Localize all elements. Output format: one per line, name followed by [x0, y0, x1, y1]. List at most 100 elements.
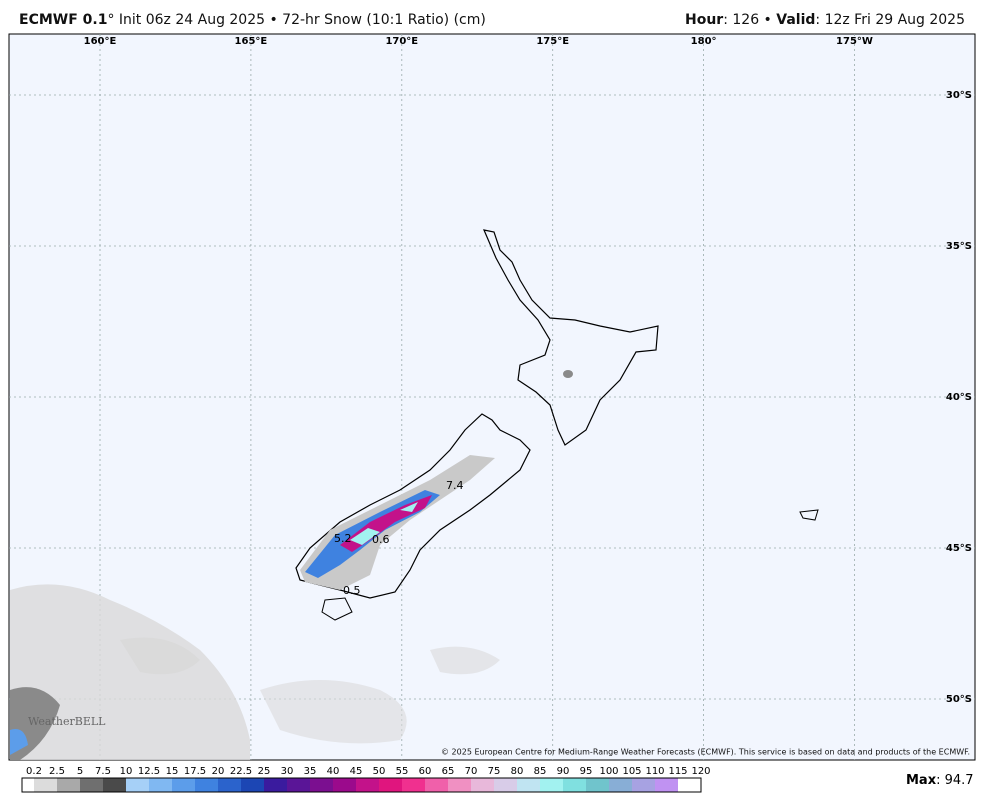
colorbar-swatch — [379, 778, 402, 792]
hour-label: Hour — [685, 12, 724, 28]
south-island — [295, 413, 531, 599]
longitude-label: 160°E — [84, 36, 117, 47]
colorbar-swatch — [195, 778, 218, 792]
colorbar-label: 35 — [304, 766, 317, 777]
longitude-label: 170°E — [385, 36, 418, 47]
colorbar-frame — [21, 777, 702, 793]
colorbar-label: 120 — [691, 766, 710, 777]
colorbar-label: 95 — [580, 766, 593, 777]
colorbar-swatch — [471, 778, 494, 792]
colorbar-label: 5 — [77, 766, 83, 777]
contour-label: 0.6 — [372, 533, 390, 546]
colorbar: 0.2 2.5 5 7.5 10 12.5 15 17.5 20 22.5 25 30 35 40 45 50… — [21, 766, 711, 793]
colorbar-swatch — [609, 778, 632, 792]
colorbar-swatch — [264, 778, 287, 792]
colorbar-swatch — [172, 778, 195, 792]
colorbar-label: 12.5 — [138, 766, 160, 777]
colorbar-label: 0.2 — [26, 766, 42, 777]
contour-label: 0.5 — [343, 584, 361, 597]
colorbar-swatch — [218, 778, 241, 792]
colorbar-swatch — [540, 778, 563, 792]
colorbar-label: 80 — [511, 766, 524, 777]
colorbar-label: 85 — [534, 766, 547, 777]
colorbar-label: 25 — [258, 766, 271, 777]
max-label: Max — [906, 773, 937, 788]
colorbar-swatch — [632, 778, 655, 792]
colorbar-swatch — [333, 778, 356, 792]
longitude-label: 175°E — [536, 36, 569, 47]
latitude-label: 35°S — [946, 241, 972, 252]
colorbar-label: 70 — [465, 766, 478, 777]
colorbar-label: 2.5 — [49, 766, 65, 777]
max-value: : 94.7 — [936, 773, 973, 788]
colorbar-label: 75 — [488, 766, 501, 777]
colorbar-label: 115 — [668, 766, 687, 777]
colorbar-label: 65 — [442, 766, 455, 777]
colorbar-swatch — [149, 778, 172, 792]
latitude-label: 50°S — [946, 694, 972, 705]
colorbar-swatch — [126, 778, 149, 792]
max: Max: 94.7 — [906, 773, 974, 788]
colorbar-swatch — [57, 778, 80, 792]
colorbar-swatch — [517, 778, 540, 792]
colorbar-swatch — [563, 778, 586, 792]
colorbar-swatch — [402, 778, 425, 792]
colorbar-swatch — [494, 778, 517, 792]
colorbar-label: 100 — [599, 766, 618, 777]
colorbar-label: 110 — [645, 766, 664, 777]
description: ° Init 06z 24 Aug 2025 • 72-hr Snow (10:… — [107, 12, 486, 28]
colorbar-label: 40 — [327, 766, 340, 777]
latitude-label: 40°S — [946, 392, 972, 403]
contour-label: 7.4 — [446, 479, 464, 492]
snow-cyan — [350, 502, 418, 545]
colorbar-label: 15 — [166, 766, 179, 777]
colorbar-label: 90 — [557, 766, 570, 777]
colorbar-swatch — [287, 778, 310, 792]
colorbar-label: 50 — [373, 766, 386, 777]
longitude-label: 165°E — [235, 36, 268, 47]
colorbar-swatch — [356, 778, 379, 792]
colorbar-label: 55 — [396, 766, 409, 777]
colorbar-label: 10 — [120, 766, 133, 777]
latitude-label: 30°S — [946, 90, 972, 101]
hour-value: : 126 • — [723, 12, 777, 28]
colorbar-label: 105 — [622, 766, 641, 777]
latitude-label: 45°S — [946, 543, 972, 554]
colorbar-label: 60 — [419, 766, 432, 777]
colorbar-label: 45 — [350, 766, 363, 777]
snow-ruapehu — [563, 370, 573, 378]
colorbar-label: 20 — [212, 766, 225, 777]
snow-blue — [10, 729, 28, 755]
colorbar-label: 30 — [281, 766, 294, 777]
colorbar-swatch — [34, 778, 57, 792]
header-left: ECMWF 0.1° Init 06z 24 Aug 2025 • 72-hr … — [19, 12, 486, 28]
colorbar-swatch — [80, 778, 103, 792]
north-island — [482, 229, 659, 446]
colorbar-label: 22.5 — [230, 766, 252, 777]
colorbar-swatch — [448, 778, 471, 792]
colorbar-swatch — [310, 778, 333, 792]
watermark: WeatherBELL — [28, 715, 106, 728]
header-right: Hour: 126 • Valid: 12z Fri 29 Aug 2025 — [685, 12, 965, 28]
model: ECMWF 0.1 — [19, 12, 108, 28]
valid-label: Valid — [776, 12, 816, 28]
longitude-label: 175°W — [836, 36, 873, 47]
longitude-label: 180° — [691, 36, 717, 47]
colorbar-swatch — [655, 778, 678, 792]
colorbar-label: 7.5 — [95, 766, 111, 777]
copyright: © 2025 European Centre for Medium-Range … — [441, 748, 970, 757]
colorbar-swatch — [22, 778, 34, 792]
contour-label: 5.2 — [334, 532, 352, 545]
stewart-island — [321, 597, 353, 621]
colorbar-swatch — [586, 778, 609, 792]
colorbar-swatch — [241, 778, 264, 792]
valid-value: : 12z Fri 29 Aug 2025 — [815, 12, 965, 28]
colorbar-swatch — [103, 778, 126, 792]
colorbar-label: 17.5 — [184, 766, 206, 777]
snow-patches — [10, 584, 500, 760]
colorbar-swatch — [425, 778, 448, 792]
chatham-islands — [799, 509, 819, 521]
contour-labels: 7.4 5.2 0.6 0.5 — [334, 479, 464, 597]
